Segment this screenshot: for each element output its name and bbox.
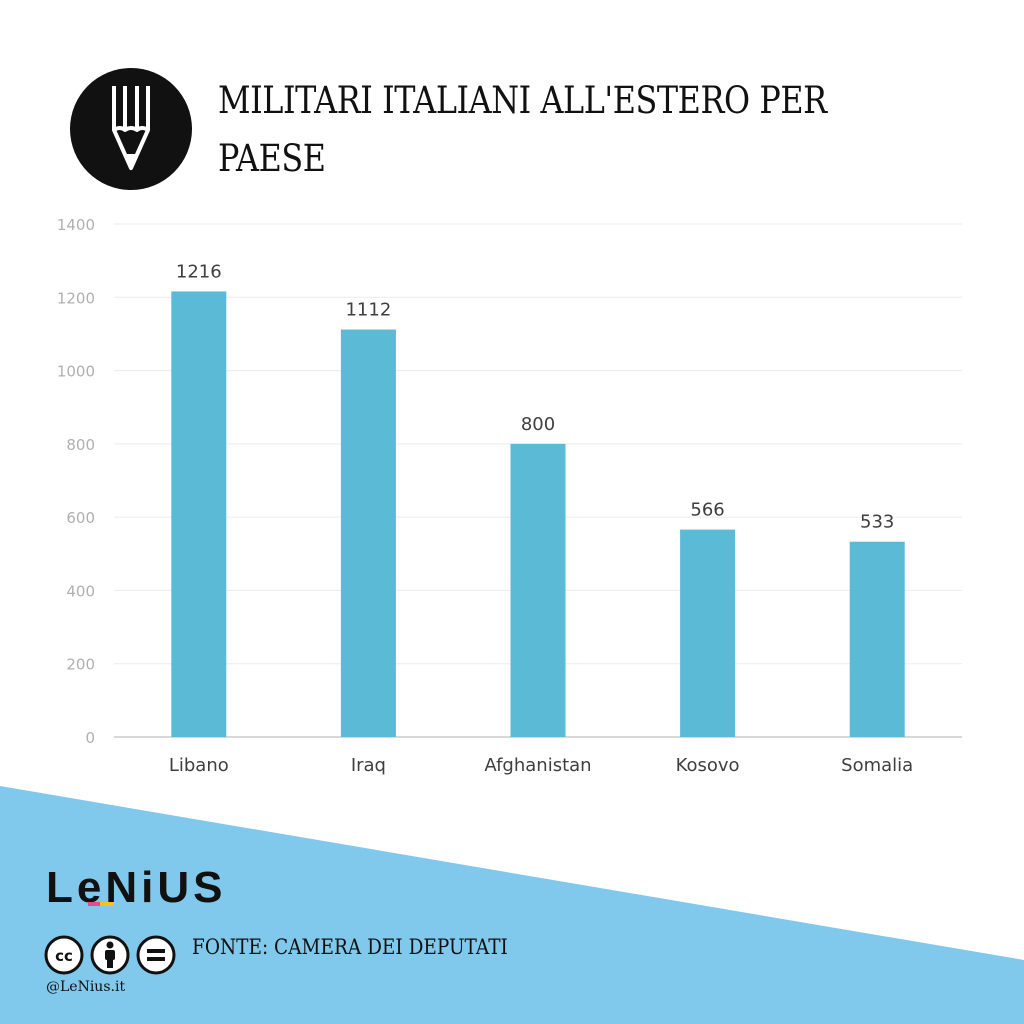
y-tick-label: 1200 [57,289,95,307]
bar [849,541,905,737]
y-tick-label: 400 [66,582,95,600]
x-tick-label: Kosovo [676,755,740,776]
y-tick-label: 0 [85,729,95,747]
source-text: FONTE: CAMERA DEI DEPUTATI [192,935,508,959]
y-tick-label: 1400 [57,216,95,234]
pencil-logo [70,68,192,190]
cc-icon: cc [44,935,84,975]
y-tick-label: 200 [66,656,95,674]
y-tick-label: 800 [66,436,95,454]
bar [510,443,566,737]
y-tick-label: 600 [66,509,95,527]
data-label: 533 [860,512,894,533]
y-tick-label: 1000 [57,363,95,381]
license-icons: cc [44,934,184,980]
x-tick-label: Iraq [351,755,386,776]
no-derivatives-icon [136,935,176,975]
bar [340,329,396,737]
brand-text: LeNiUS [46,863,226,912]
data-label: 1216 [176,261,222,282]
pencil-icon [70,68,192,190]
attribution-icon [90,935,130,975]
x-tick-label: Afghanistan [484,755,591,776]
data-label: 800 [521,414,555,435]
svg-text:cc: cc [55,947,73,965]
page-title: MILITARI ITALIANI ALL'ESTERO PER PAESE [218,79,827,180]
lenius-wordmark: LeNiUS [46,863,226,912]
bar [680,529,736,737]
social-handle: @LeNius.it [46,979,126,995]
x-tick-label: Libano [169,755,229,776]
data-label: 1112 [345,300,391,321]
brand-logo: LeNiUS [46,862,276,912]
bar [171,291,227,737]
x-tick-label: Somalia [841,755,913,776]
data-label: 566 [690,500,724,521]
